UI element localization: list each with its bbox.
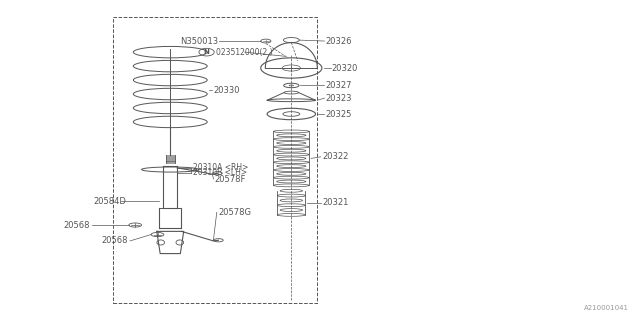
Text: 20310B <LH>: 20310B <LH> bbox=[193, 168, 246, 177]
Text: 20568: 20568 bbox=[101, 236, 128, 245]
Text: 20568: 20568 bbox=[63, 220, 90, 229]
Text: 023512000(2 ): 023512000(2 ) bbox=[216, 48, 273, 57]
Text: 20325: 20325 bbox=[325, 109, 351, 118]
Text: 20322: 20322 bbox=[322, 152, 348, 161]
Text: 20578G: 20578G bbox=[218, 208, 251, 217]
Text: 20326: 20326 bbox=[325, 36, 351, 45]
Text: N: N bbox=[204, 49, 209, 55]
Text: N350013: N350013 bbox=[180, 36, 218, 45]
Text: 20323: 20323 bbox=[325, 94, 351, 103]
Text: 20578F: 20578F bbox=[215, 174, 246, 184]
Bar bbox=[113, 17, 317, 303]
Text: 20584D: 20584D bbox=[94, 197, 127, 206]
Text: 20330: 20330 bbox=[214, 86, 240, 95]
Text: 20327: 20327 bbox=[325, 81, 351, 90]
Text: A210001041: A210001041 bbox=[584, 305, 629, 311]
Text: 20310A <RH>: 20310A <RH> bbox=[193, 164, 248, 172]
Text: 20321: 20321 bbox=[322, 198, 348, 207]
Text: 20320: 20320 bbox=[332, 63, 358, 73]
